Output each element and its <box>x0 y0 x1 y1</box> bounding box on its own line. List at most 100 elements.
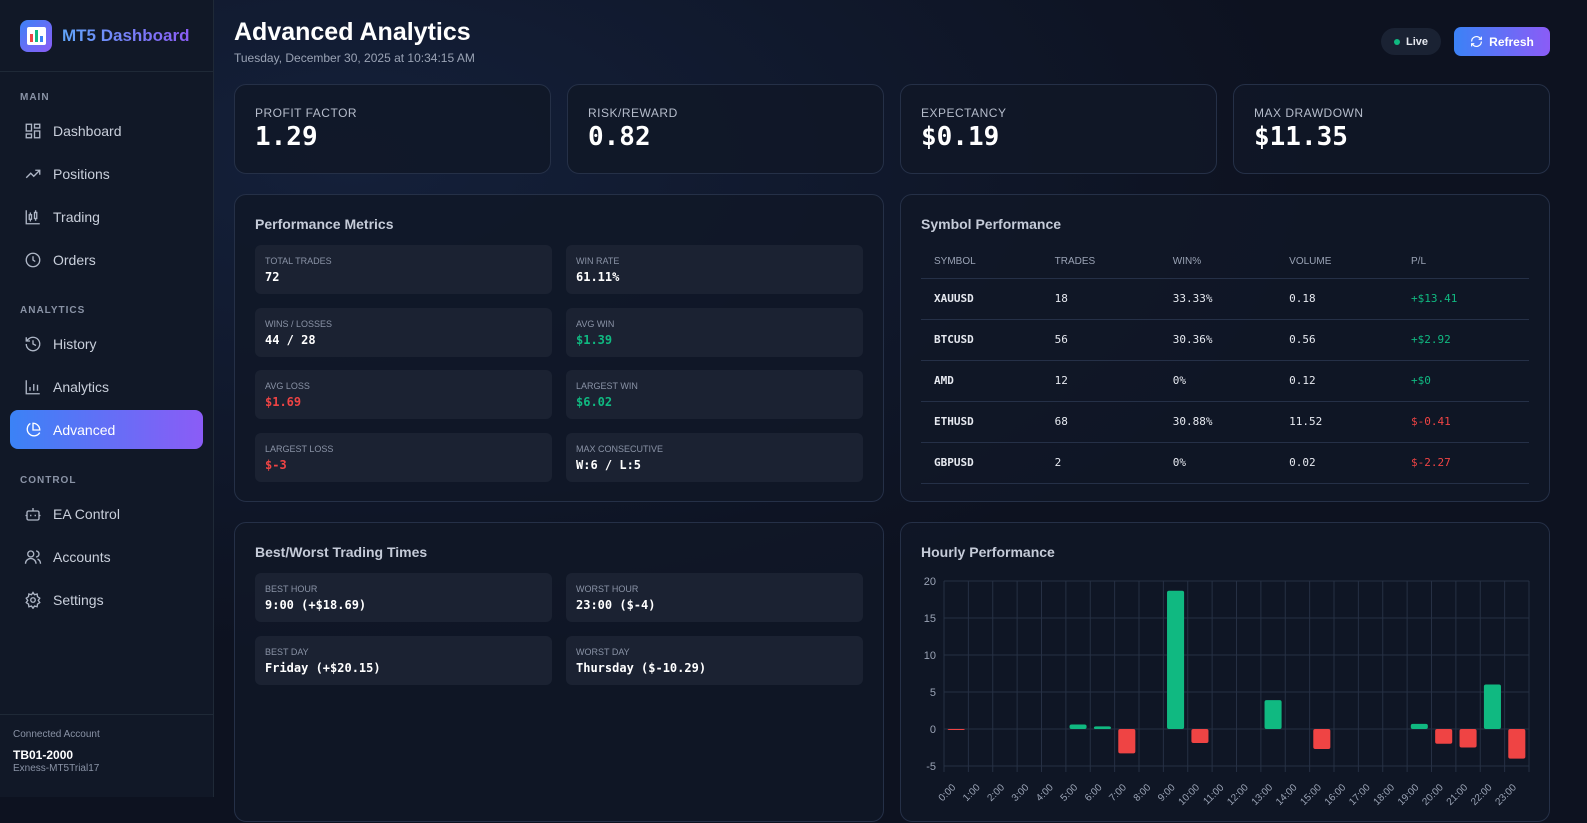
table-cell: 0.12 <box>1276 360 1398 402</box>
x-tick-label: 13:00 <box>1250 782 1276 808</box>
sidebar-item-label: Analytics <box>53 378 110 395</box>
sidebar-item-label: History <box>53 335 97 352</box>
refresh-button[interactable]: Refresh <box>1454 27 1550 56</box>
table-cell: +$2.92 <box>1398 319 1529 361</box>
x-tick-label: 3:00 <box>1010 782 1032 804</box>
x-tick-label: 12:00 <box>1225 782 1251 808</box>
metric-tile: WORST HOUR 23:00 ($-4) <box>566 573 863 622</box>
sidebar-item-ea-control[interactable]: EA Control <box>10 494 203 533</box>
metric-tile: WIN RATE 61.11% <box>566 245 863 294</box>
x-tick-label: 14:00 <box>1274 782 1300 808</box>
sidebar-item-dashboard[interactable]: Dashboard <box>10 111 203 150</box>
table-cell: $-0.41 <box>1398 401 1529 443</box>
hourly-chart: -5 0 5 10 15 20 0:00 1:00 2:00 3:00 4:00 5:00 6:00 7:… <box>924 576 1530 808</box>
y-tick-label: 10 <box>924 650 936 662</box>
kpi-value: $11.35 <box>1254 122 1348 152</box>
kpi-label: MAX DRAWDOWN <box>1254 106 1364 120</box>
table-cell: AMD <box>921 360 1042 402</box>
bar <box>1459 729 1477 748</box>
sidebar-item-settings[interactable]: Settings <box>10 580 203 619</box>
sidebar-item-advanced[interactable]: Advanced <box>10 410 203 449</box>
sidebar-item-history[interactable]: History <box>10 324 203 363</box>
bar <box>1410 723 1428 729</box>
brand[interactable]: MT5 Dashboard <box>0 0 213 72</box>
table-cell: +$0 <box>1398 360 1529 402</box>
table-cell: BTCUSD <box>921 319 1042 361</box>
live-badge: Live <box>1381 28 1441 55</box>
card-title: Performance Metrics <box>255 216 394 232</box>
y-tick-label: 15 <box>924 613 936 625</box>
bar <box>1313 729 1331 749</box>
metric-value: 72 <box>265 270 280 284</box>
page-title: Advanced Analytics <box>234 18 471 46</box>
sidebar-item-positions[interactable]: Positions <box>10 154 203 193</box>
candlestick-icon <box>25 209 40 224</box>
x-tick-label: 19:00 <box>1396 782 1422 808</box>
trending-up-icon <box>25 169 41 178</box>
metric-tile: WORST DAY Thursday ($-10.29) <box>566 635 863 685</box>
x-tick-label: 22:00 <box>1469 782 1495 808</box>
sidebar-item-accounts[interactable]: Accounts <box>10 537 203 576</box>
pie-chart-icon <box>26 422 41 436</box>
table-cell: +$13.41 <box>1398 278 1529 320</box>
performance-metrics-card: Performance Metrics TOTAL TRADES 72 WIN RA… <box>234 194 884 502</box>
y-tick-label: 0 <box>930 724 936 736</box>
table-row: AMD 12 0% 0.12 +$0 <box>921 360 1529 402</box>
table-cell: 56 <box>1041 319 1160 361</box>
table-cell: 18 <box>1041 278 1160 320</box>
nav-section-label: MAIN <box>20 92 50 103</box>
metric-value: 23:00 ($-4) <box>576 598 656 612</box>
sidebar-item-label: Dashboard <box>53 122 122 139</box>
refresh-label: Refresh <box>1489 34 1534 49</box>
x-tick-label: 1:00 <box>961 782 983 804</box>
table-cell: 30.36% <box>1159 319 1277 361</box>
metric-value: $6.02 <box>576 395 613 409</box>
metric-label: WIN RATE <box>576 256 620 266</box>
column-header[interactable]: SYMBOL <box>921 245 1042 279</box>
metric-tile: BEST HOUR 9:00 (+$18.69) <box>255 573 552 622</box>
metric-label: WINS / LOSSES <box>265 318 333 329</box>
metric-label: WORST HOUR <box>576 584 639 594</box>
table-cell: 0% <box>1159 360 1277 402</box>
x-tick-label: 9:00 <box>1156 782 1178 804</box>
x-tick-label: 7:00 <box>1107 782 1129 804</box>
sidebar-item-analytics[interactable]: Analytics <box>10 367 203 406</box>
metric-label: BEST DAY <box>265 646 309 657</box>
sidebar-item-trading[interactable]: Trading <box>10 197 203 236</box>
x-tick-label: 2:00 <box>986 782 1008 804</box>
sidebar-item-label: Accounts <box>53 548 111 565</box>
chart-title: Hourly Performance <box>921 544 1055 560</box>
x-tick-label: 17:00 <box>1347 782 1373 808</box>
table-cell: 30.88% <box>1159 401 1277 443</box>
column-header[interactable]: VOLUME <box>1276 245 1398 279</box>
kpi-value: $0.19 <box>921 122 1000 152</box>
account-name: TB01-2000 <box>13 748 74 762</box>
table-cell: 0.56 <box>1276 319 1398 361</box>
trading-times-card: Best/Worst Trading Times BEST HOUR 9:00 (… <box>234 522 884 822</box>
metric-value: W:6 / L:5 <box>576 457 642 472</box>
table-cell: GBPUSD <box>921 442 1042 484</box>
x-tick-label: 15:00 <box>1298 782 1324 808</box>
nav-section-label: CONTROL <box>20 475 77 486</box>
table-cell: 2 <box>1041 442 1160 484</box>
bar <box>1264 700 1282 729</box>
column-header[interactable]: TRADES <box>1041 245 1160 279</box>
x-tick-label: 21:00 <box>1445 782 1471 808</box>
x-tick-label: 10:00 <box>1177 782 1203 808</box>
account-server: Exness-MT5Trial17 <box>13 763 100 774</box>
nav-section-label: ANALYTICS <box>20 305 86 316</box>
column-header[interactable]: P/L <box>1398 245 1529 279</box>
gear-icon <box>25 590 41 609</box>
metric-label: MAX CONSECUTIVE <box>576 443 664 454</box>
sidebar-item-label: EA Control <box>53 505 120 522</box>
kpi-card: MAX DRAWDOWN $11.35 <box>1233 84 1550 174</box>
table-cell: 0.02 <box>1276 442 1398 484</box>
sidebar-item-label: Settings <box>53 591 104 608</box>
column-header[interactable]: WIN% <box>1159 245 1277 279</box>
bar <box>1118 729 1136 754</box>
symbol-table: SYMBOL TRADES WIN% VOLUME P/L XAUUSD 18 33.33% 0… <box>921 245 1529 484</box>
sidebar-item-orders[interactable]: Orders <box>10 240 203 279</box>
x-tick-label: 0:00 <box>937 782 959 804</box>
page-date: Tuesday, December 30, 2025 at 10:34:15 A… <box>234 51 475 65</box>
kpi-card: EXPECTANCY $0.19 <box>900 84 1217 174</box>
